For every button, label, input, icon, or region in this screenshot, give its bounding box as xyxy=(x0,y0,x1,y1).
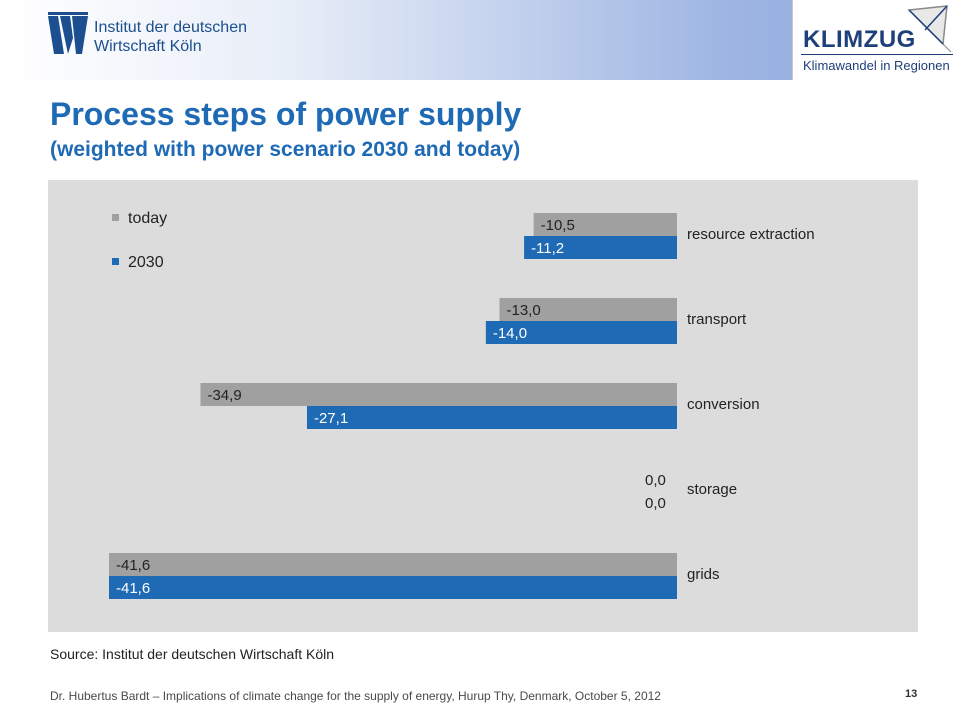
footer-text: Dr. Hubertus Bardt – Implications of cli… xyxy=(50,689,661,703)
institute-logo: Institut der deutschen Wirtschaft Köln xyxy=(48,12,268,62)
chart-panel: -10,5 -11,2 resource extraction -13,0 -14,0 t… xyxy=(48,180,918,632)
page-number: 13 xyxy=(905,688,918,700)
bar-today-4 xyxy=(109,553,677,576)
data-label-2030-4: -41,6 xyxy=(116,580,150,597)
institute-name-line1: Institut der deutschen xyxy=(94,19,247,36)
source-note: Source: Institut der deutschen Wirtschaf… xyxy=(50,646,335,662)
category-label-3: storage xyxy=(687,481,737,498)
data-label-today-0: -10,5 xyxy=(541,217,575,234)
klimzug-tagline: Klimawandel in Regionen xyxy=(803,58,950,73)
category-label-2: conversion xyxy=(687,396,760,413)
category-label-0: resource extraction xyxy=(687,226,815,243)
bar-2030-0 xyxy=(524,236,677,259)
data-label-2030-3: 0,0 xyxy=(645,495,666,512)
klimzug-logo: KLIMZUG Klimawandel in Regionen xyxy=(792,0,960,80)
data-label-2030-2: -27,1 xyxy=(314,410,348,427)
data-label-today-4: -41,6 xyxy=(116,557,150,574)
legend-label-today: today xyxy=(128,210,167,227)
data-label-today-2: -34,9 xyxy=(207,387,241,404)
data-label-2030-1: -14,0 xyxy=(493,325,527,342)
iw-logo-icon xyxy=(48,12,88,54)
klimzug-rule xyxy=(801,54,953,55)
bar-today-0 xyxy=(533,213,677,236)
category-label-4: grids xyxy=(687,566,720,583)
slide-title: Process steps of power supply xyxy=(50,96,522,132)
bar-today-2 xyxy=(200,383,677,406)
slide-subtitle: (weighted with power scenario 2030 and t… xyxy=(50,138,521,161)
legend-swatch-2030 xyxy=(112,258,119,265)
category-label-1: transport xyxy=(687,311,747,328)
bar-today-1 xyxy=(499,298,677,321)
bar-2030-1 xyxy=(485,321,677,344)
bar-2030-2 xyxy=(306,406,677,429)
legend-label-2030: 2030 xyxy=(128,254,164,271)
klimzug-wordmark: KLIMZUG xyxy=(803,26,916,53)
bar-chart: -10,5 -11,2 resource extraction -13,0 -14,0 t… xyxy=(109,210,815,599)
data-label-today-1: -13,0 xyxy=(507,302,541,319)
data-label-2030-0: -11,2 xyxy=(531,240,564,257)
institute-name-line2: Wirtschaft Köln xyxy=(94,38,202,55)
data-label-today-3: 0,0 xyxy=(645,472,666,489)
kite-icon xyxy=(907,5,952,53)
bar-2030-4 xyxy=(109,576,677,599)
legend-swatch-today xyxy=(112,214,119,221)
